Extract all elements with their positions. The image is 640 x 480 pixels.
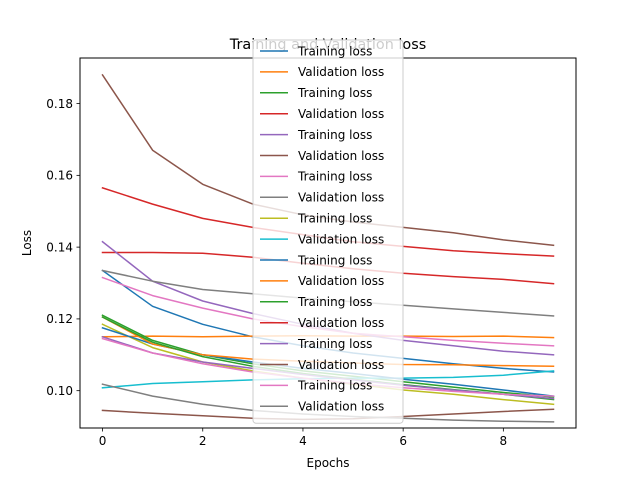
legend-label-9: Validation loss xyxy=(298,232,384,246)
y-tick-label-4: 0.18 xyxy=(46,97,73,111)
x-axis-ticks: 0 2 4 6 8 xyxy=(99,428,507,448)
legend-label-13: Validation loss xyxy=(298,316,384,330)
x-tick-label-0: 0 xyxy=(99,434,107,448)
legend-label-17: Validation loss xyxy=(298,400,384,414)
legend-label-15: Validation loss xyxy=(298,358,384,372)
legend-label-4: Training loss xyxy=(297,128,372,142)
y-axis-ticks: 0.10 0.12 0.14 0.16 0.18 xyxy=(46,97,80,398)
legend-label-14: Training loss xyxy=(297,337,372,351)
legend-label-16: Training loss xyxy=(297,379,372,393)
y-tick-label-1: 0.12 xyxy=(46,312,73,326)
legend-label-10: Training loss xyxy=(297,253,372,267)
x-axis-label: Epochs xyxy=(307,456,350,470)
legend-label-12: Training loss xyxy=(297,295,372,309)
x-tick-label-2: 4 xyxy=(299,434,307,448)
x-tick-label-4: 8 xyxy=(500,434,508,448)
legend-label-7: Validation loss xyxy=(298,191,384,205)
legend-label-2: Training loss xyxy=(297,86,372,100)
legend-label-0: Training loss xyxy=(297,44,372,58)
legend-label-3: Validation loss xyxy=(298,107,384,121)
y-tick-label-2: 0.14 xyxy=(46,240,73,254)
legend-label-1: Validation loss xyxy=(298,65,384,79)
legend-frame xyxy=(252,39,404,424)
y-tick-label-3: 0.16 xyxy=(46,169,73,183)
x-tick-label-3: 6 xyxy=(399,434,407,448)
legend-label-5: Validation loss xyxy=(298,149,384,163)
y-tick-label-0: 0.10 xyxy=(46,384,73,398)
legend-label-8: Training loss xyxy=(297,212,372,226)
x-tick-label-1: 2 xyxy=(199,434,207,448)
legend: Training loss Validation loss Training los… xyxy=(252,39,404,424)
legend-label-6: Training loss xyxy=(297,170,372,184)
y-axis-label: Loss xyxy=(20,230,34,256)
legend-label-11: Validation loss xyxy=(298,274,384,288)
